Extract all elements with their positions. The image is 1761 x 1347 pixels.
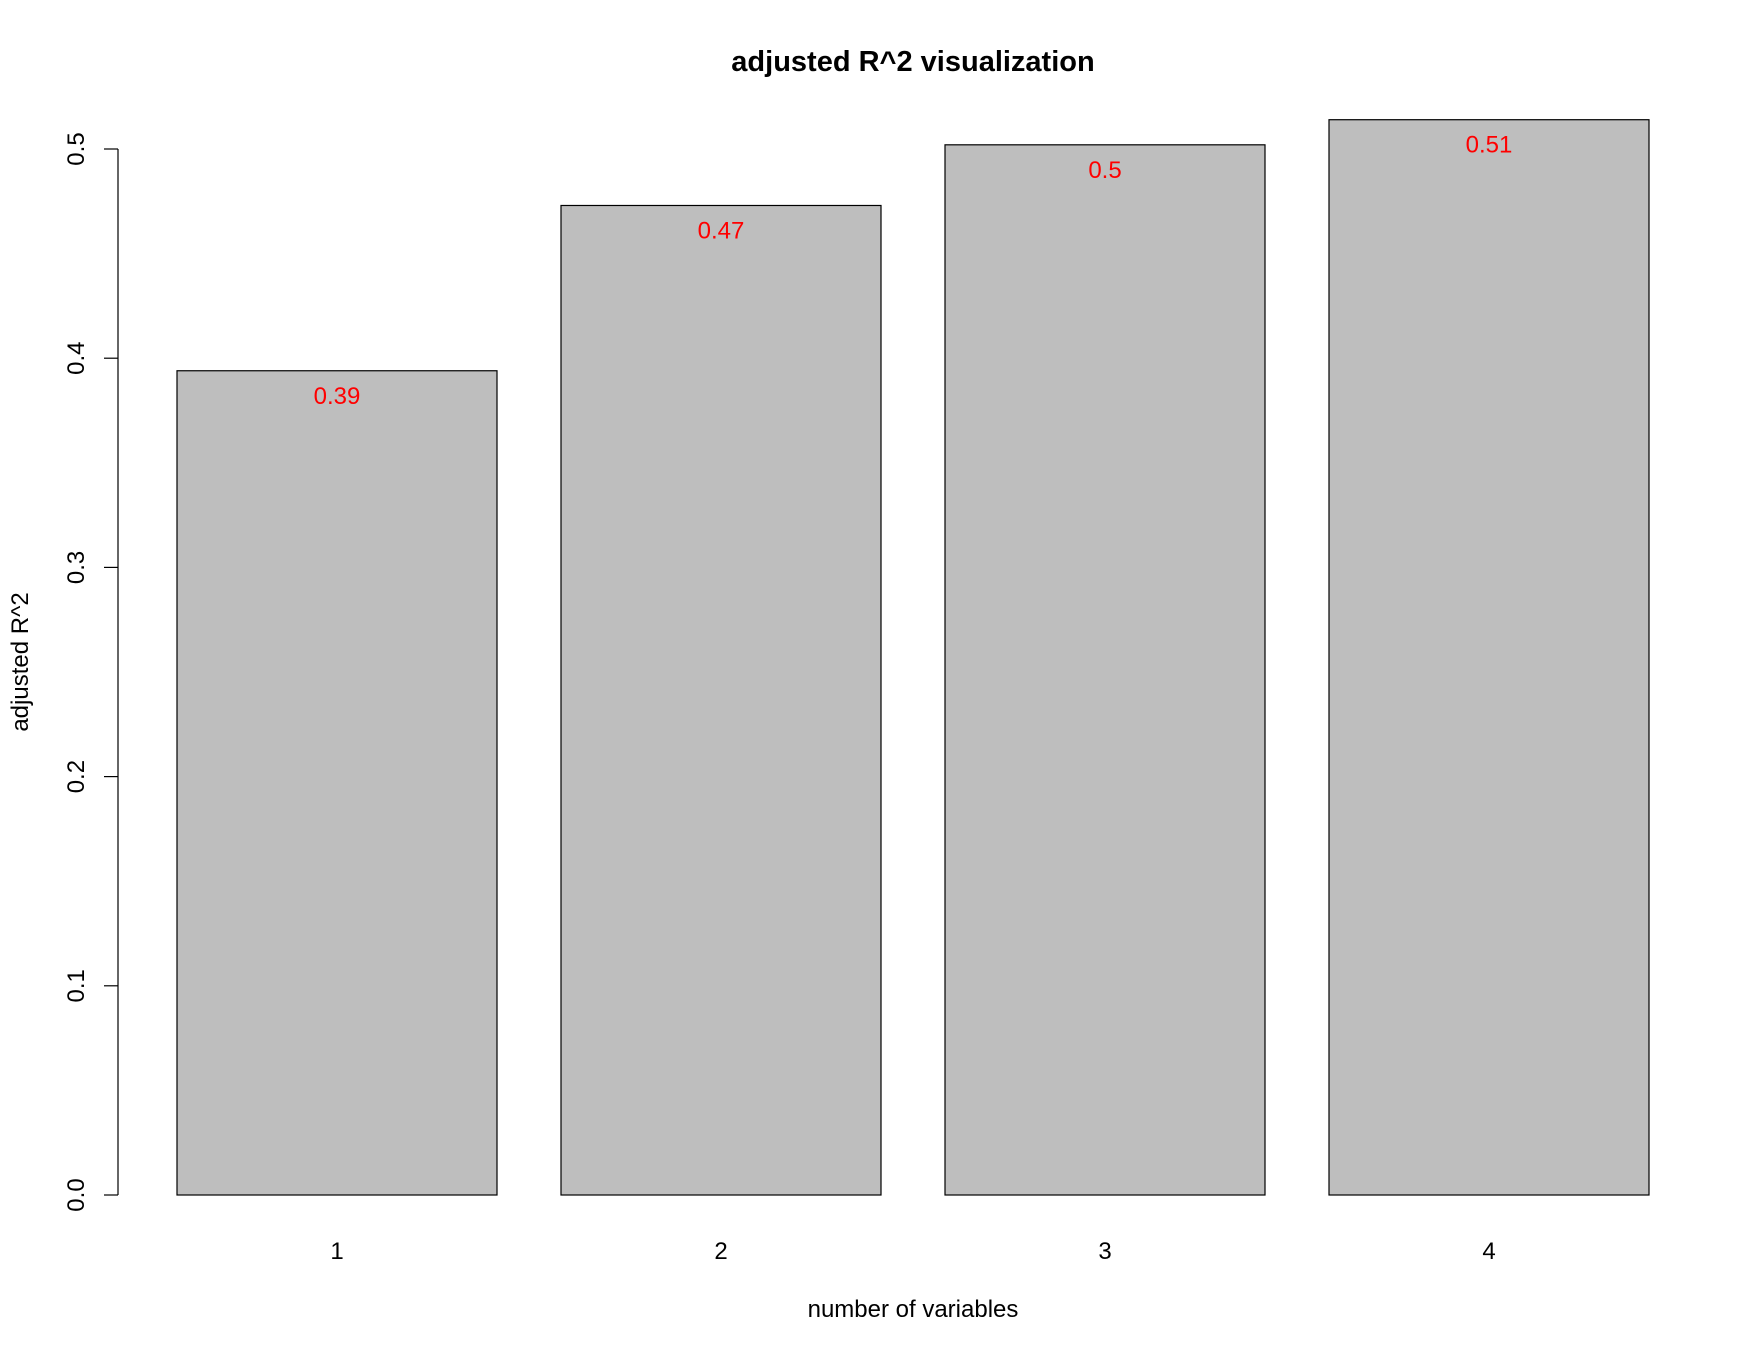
data-labels: 0.39 0.47 0.5 0.51	[314, 132, 1513, 410]
bars-group	[176, 119, 1650, 1196]
y-tick-label-0.2: 0.2	[63, 760, 90, 793]
y-tick-label-0.0: 0.0	[63, 1178, 90, 1211]
x-tick-label-2: 2	[714, 1238, 727, 1265]
x-axis-ticks: 1 2 3 4	[330, 1238, 1495, 1265]
data-label-3: 0.5	[1088, 157, 1121, 184]
x-tick-label-1: 1	[330, 1238, 343, 1265]
x-tick-label-3: 3	[1098, 1238, 1111, 1265]
y-tick-label-0.3: 0.3	[63, 551, 90, 584]
x-tick-label-4: 4	[1482, 1238, 1495, 1265]
data-label-4: 0.51	[1466, 132, 1513, 159]
bar-1	[176, 370, 498, 1196]
y-axis-label: adjusted R^2	[7, 592, 34, 731]
data-label-1: 0.39	[314, 383, 361, 410]
y-axis: 0.0 0.1 0.2 0.3 0.4 0.5	[63, 132, 119, 1212]
bar-2	[560, 204, 882, 1196]
bar-4	[1328, 119, 1650, 1196]
y-tick-label-0.5: 0.5	[63, 132, 90, 165]
x-axis-label: number of variables	[808, 1296, 1019, 1323]
y-tick-label-0.4: 0.4	[63, 342, 90, 375]
chart-title: adjusted R^2 visualization	[731, 46, 1094, 78]
data-label-2: 0.47	[698, 217, 745, 244]
bar-3	[944, 144, 1266, 1196]
y-tick-label-0.1: 0.1	[63, 969, 90, 1002]
